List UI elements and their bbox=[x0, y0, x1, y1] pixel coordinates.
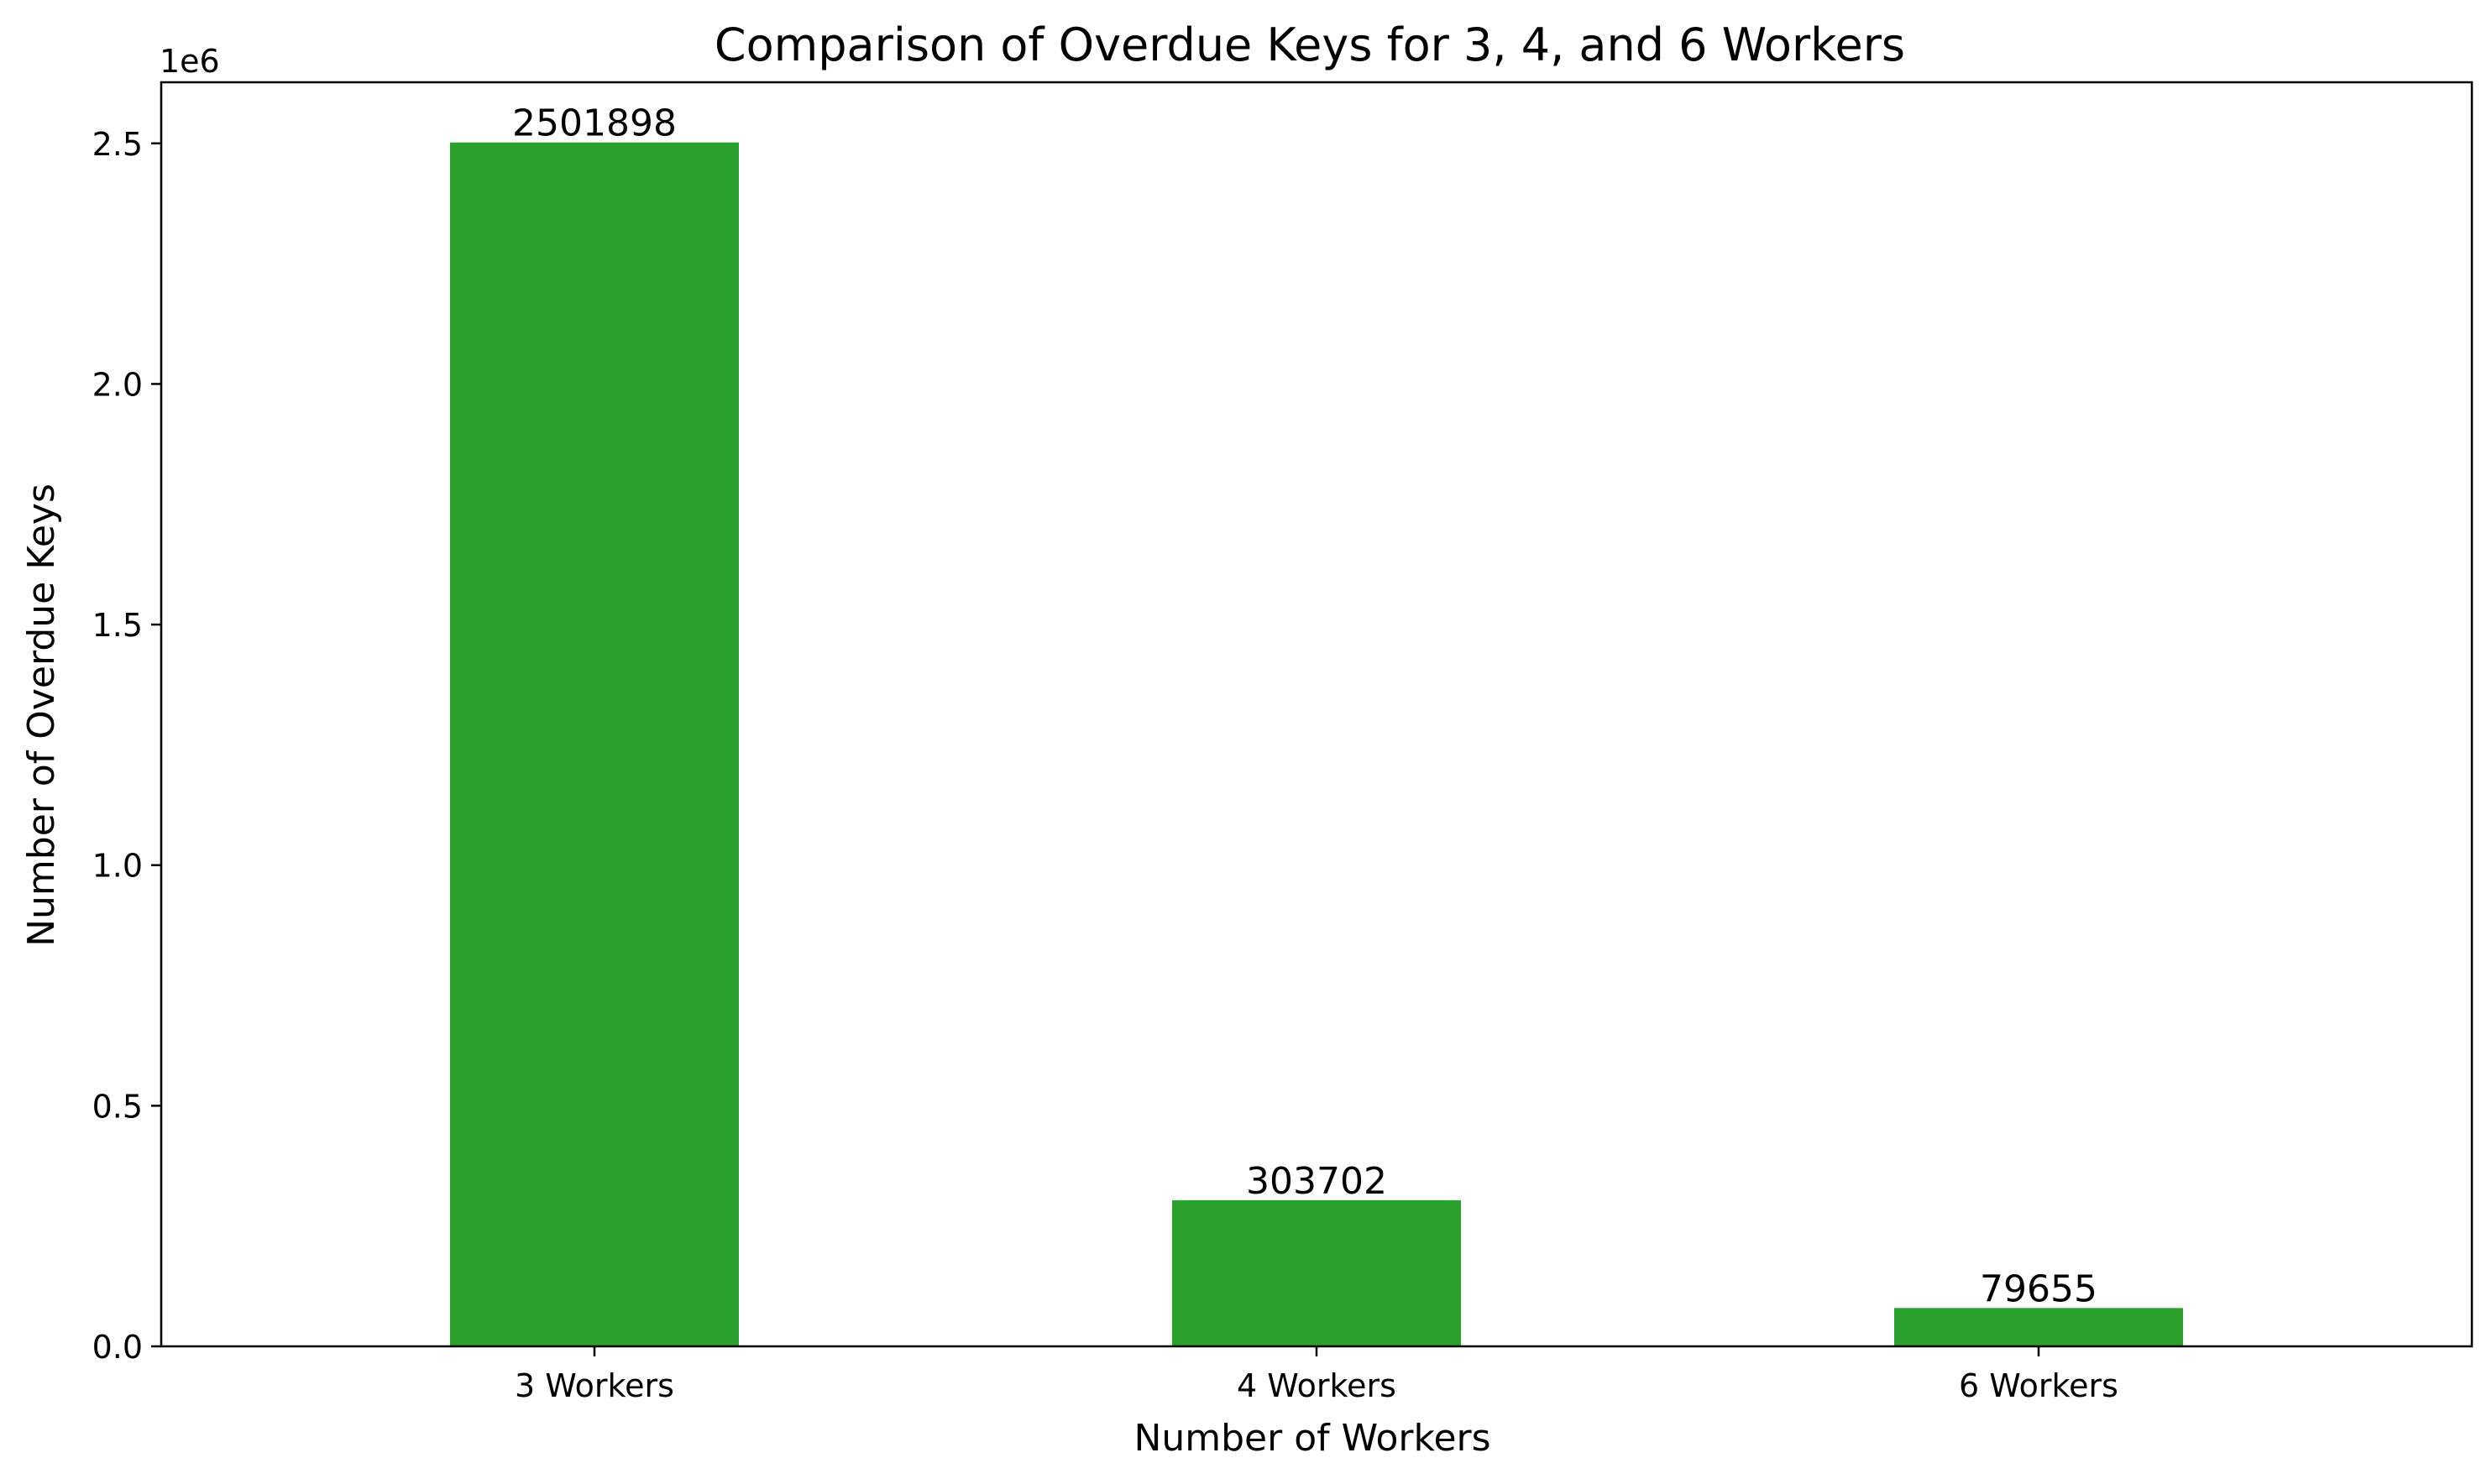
plot-area: 2501898 303702 79655 0.0 0.5 1.0 1.5 2.0 2.5 3 … bbox=[92, 81, 2474, 1404]
y-axis-offset-label: 1e6 bbox=[160, 43, 220, 80]
x-tick-label-6-workers: 6 Workers bbox=[1959, 1367, 2118, 1404]
bar-4-workers bbox=[1172, 1199, 1461, 1346]
y-tick-label-0-5: 0.5 bbox=[92, 1088, 143, 1125]
y-axis-label: Number of Overdue Keys bbox=[20, 483, 63, 947]
y-tick-label-2-5: 2.5 bbox=[92, 126, 143, 163]
bar-value-label-3-workers: 2501898 bbox=[512, 102, 677, 145]
y-tick-label-1-0: 1.0 bbox=[92, 848, 143, 885]
bars-group bbox=[450, 142, 2183, 1346]
x-tick-label-4-workers: 4 Workers bbox=[1237, 1367, 1396, 1404]
bar-value-label-6-workers: 79655 bbox=[1980, 1267, 2097, 1310]
x-axis-label: Number of Workers bbox=[1133, 1417, 1490, 1460]
chart-title: Comparison of Overdue Keys for 3, 4, and… bbox=[715, 18, 1905, 71]
bar-labels-group: 2501898 303702 79655 bbox=[512, 102, 2097, 1311]
bar-6-workers bbox=[1894, 1308, 2183, 1346]
y-tick-label-0-0: 0.0 bbox=[92, 1329, 143, 1366]
x-tick-label-3-workers: 3 Workers bbox=[515, 1367, 674, 1404]
y-tick-label-1-5: 1.5 bbox=[92, 607, 143, 644]
y-tick-label-2-0: 2.0 bbox=[92, 366, 143, 403]
y-axis-ticks: 0.0 0.5 1.0 1.5 2.0 2.5 bbox=[92, 126, 161, 1366]
x-axis-ticks: 3 Workers 4 Workers 6 Workers bbox=[515, 1346, 2118, 1404]
bar-value-label-4-workers: 303702 bbox=[1246, 1160, 1387, 1203]
bar-3-workers bbox=[450, 142, 739, 1346]
